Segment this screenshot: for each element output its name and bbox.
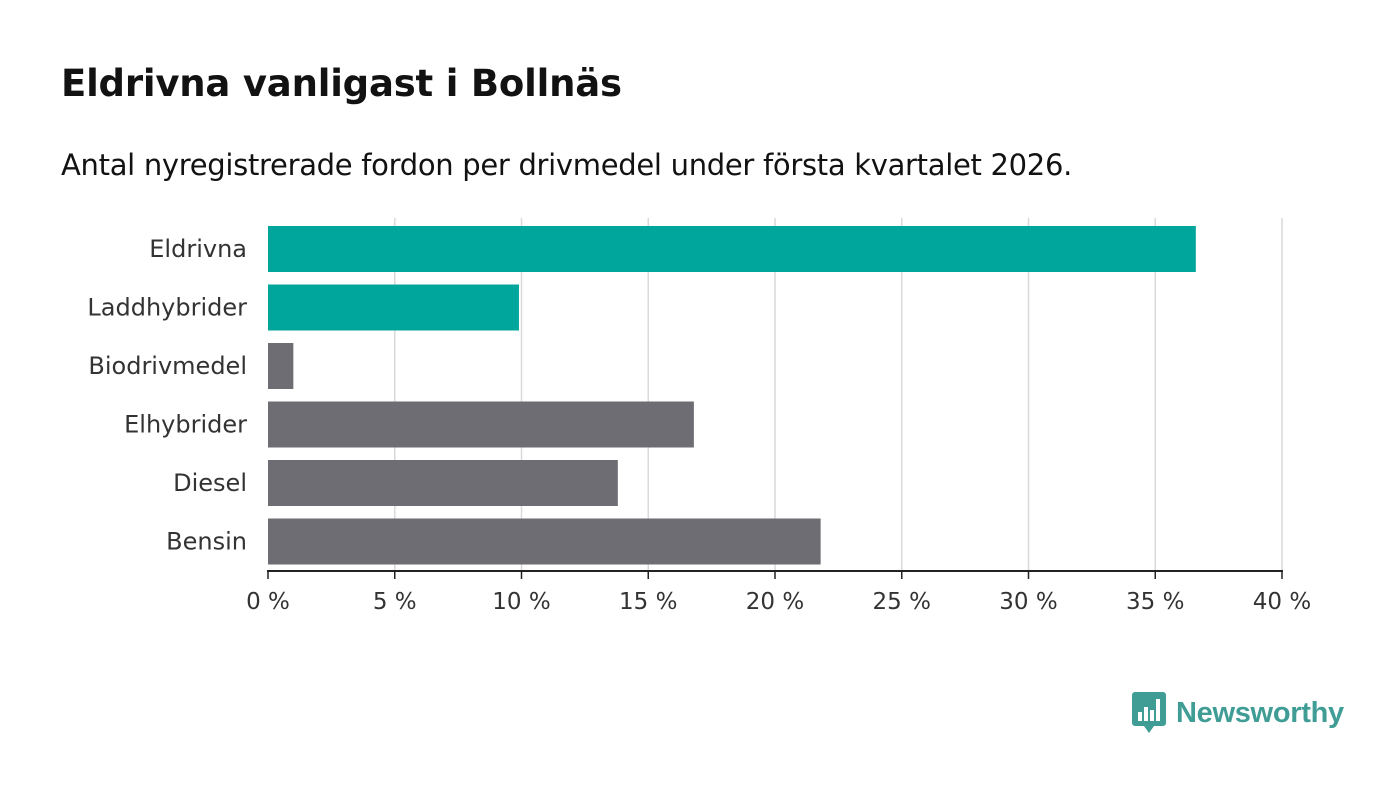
bar-biodrivmedel	[268, 343, 294, 389]
bar-chart-speech-bubble-icon	[1132, 692, 1166, 733]
x-tick-label: 20 %	[746, 589, 804, 615]
x-tick-label: 0 %	[246, 589, 290, 615]
chart-title: Eldrivna vanligast i Bollnäs	[61, 62, 622, 105]
bar-eldrivna	[268, 226, 1196, 272]
newsworthy-logo: Newsworthy	[1132, 692, 1344, 734]
category-label: Eldrivna	[149, 235, 247, 263]
x-tick-label: 15 %	[619, 589, 677, 615]
x-tick-label: 35 %	[1126, 589, 1184, 615]
logo-text: Newsworthy	[1176, 696, 1344, 729]
x-tick-label: 10 %	[492, 589, 550, 615]
bar-diesel	[268, 460, 618, 506]
category-label: Elhybrider	[124, 411, 247, 439]
grid-lines	[394, 218, 1283, 571]
category-label: Biodrivmedel	[88, 352, 247, 380]
category-labels: Eldrivna Laddhybrider Biodrivmedel Elhybrid…	[87, 235, 247, 556]
x-axis: 0 % 5 % 10 % 15 % 20 % 25 % 30 % 35 % 40 %	[246, 570, 1311, 615]
x-tick-label: 5 %	[373, 589, 417, 615]
bar-laddhybrider	[268, 284, 519, 331]
x-tick-label: 30 %	[999, 589, 1057, 615]
x-tick-label: 40 %	[1253, 589, 1311, 615]
bar-bensin	[268, 518, 821, 565]
category-label: Laddhybrider	[87, 294, 247, 322]
bar-chart: Eldrivna Laddhybrider Biodrivmedel Elhybrid…	[87, 218, 1311, 615]
category-label: Bensin	[166, 528, 247, 556]
chart-subtitle: Antal nyregistrerade fordon per drivmede…	[61, 148, 1073, 182]
bars	[268, 226, 1196, 565]
x-tick-label: 25 %	[873, 589, 931, 615]
category-label: Diesel	[173, 469, 247, 497]
bar-elhybrider	[268, 401, 694, 448]
